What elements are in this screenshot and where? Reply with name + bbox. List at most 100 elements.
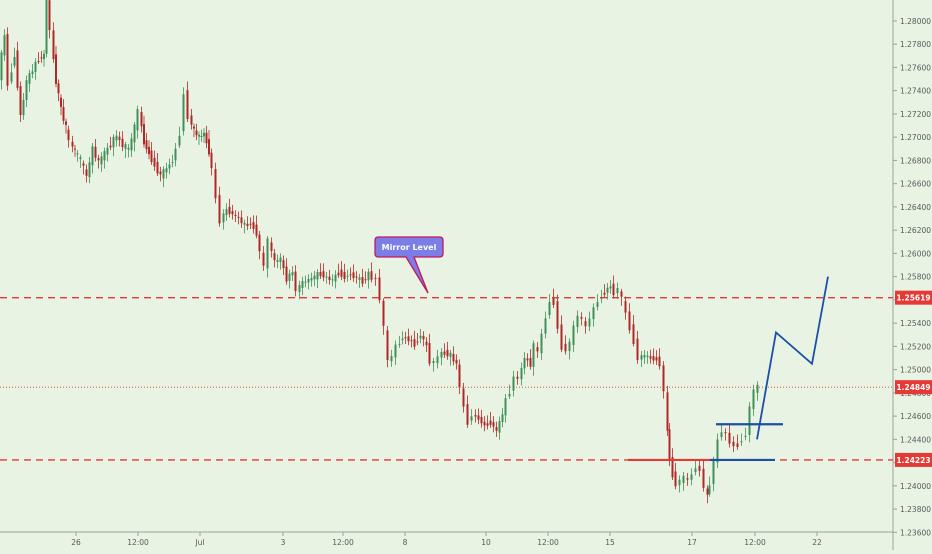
candle-body (307, 279, 310, 283)
candle-body (716, 439, 719, 463)
candle-body (195, 130, 198, 136)
price-tick-label: 1.26000 (900, 249, 931, 258)
candle-body (686, 478, 689, 480)
candle-body (225, 209, 228, 216)
candle-body (328, 276, 331, 281)
candle-body (643, 355, 646, 358)
candle-body (210, 152, 213, 169)
candle-body (162, 169, 165, 179)
candle-body (65, 121, 67, 125)
candle-body (592, 307, 595, 320)
candle-body (432, 361, 435, 364)
time-tick-label: 22 (812, 538, 822, 547)
candle-body (724, 432, 727, 434)
candle-body (76, 153, 79, 155)
price-tick-label: 1.27200 (900, 110, 931, 119)
candle-body (337, 272, 340, 276)
upper-level-tag (895, 290, 932, 305)
candle-body (486, 423, 489, 426)
candle-body (186, 90, 189, 120)
candle-body (720, 432, 723, 438)
candle-body (205, 132, 208, 144)
candle-body (246, 223, 249, 227)
candle-body (712, 461, 715, 484)
candle-body (103, 151, 106, 161)
candle-body (57, 83, 60, 94)
price-tick-label: 1.27000 (900, 133, 931, 142)
candle-body (252, 222, 255, 229)
candle-body (214, 169, 217, 199)
candle-body (708, 485, 711, 495)
price-tick-label: 1.28000 (900, 17, 931, 26)
candle-body (404, 337, 407, 339)
price-tick-label: 1.26800 (900, 156, 931, 165)
candle-body (115, 135, 118, 141)
candle-body (313, 275, 316, 280)
price-tick-label: 1.24400 (900, 435, 931, 444)
candle-body (0, 52, 3, 81)
candle-body (516, 376, 519, 379)
candle-body (609, 286, 612, 289)
candle-body (584, 321, 587, 327)
candle-body (370, 271, 373, 280)
price-tick-label: 1.24600 (900, 412, 931, 421)
candle-body (270, 242, 273, 251)
price-tick-label: 1.25800 (900, 273, 931, 282)
candle-body (255, 224, 258, 236)
candle-body (477, 415, 480, 420)
candle-body (440, 352, 443, 358)
candle-body (352, 272, 355, 279)
candle-body (127, 147, 130, 150)
candle-body (174, 148, 177, 161)
candle-body (171, 161, 174, 163)
candle-body (48, 0, 51, 31)
candle-body (756, 384, 759, 393)
candle-body (182, 94, 185, 132)
price-tick-label: 1.23800 (900, 505, 931, 514)
candle-body (79, 157, 82, 159)
candle-body (304, 281, 307, 283)
candle-body (136, 109, 139, 131)
candle-body (398, 343, 401, 345)
time-tick-label: 12:00 (744, 538, 766, 547)
candle-body (732, 441, 735, 447)
candle-body (262, 252, 265, 266)
candle-body (512, 376, 515, 391)
candle-body (145, 140, 148, 150)
candle-body (288, 273, 291, 281)
candle-body (150, 150, 153, 163)
candle-body (640, 355, 643, 360)
candle-body (85, 169, 88, 176)
mirror-level-callout-text: Mirror Level (382, 243, 437, 252)
candle-body (218, 195, 221, 224)
candle-body (112, 136, 115, 148)
candle-body (526, 358, 529, 361)
candle-body (243, 222, 246, 225)
candle-body (495, 427, 498, 431)
candle-body (646, 355, 649, 357)
candle-body (536, 347, 539, 352)
candle-body (682, 475, 685, 484)
candle-body (94, 146, 97, 158)
candle-body (156, 161, 159, 174)
candle-body (52, 30, 55, 60)
current-price-tag (895, 380, 932, 395)
candle-body (671, 457, 674, 478)
candle-body (25, 80, 28, 100)
candle-body (334, 274, 337, 282)
candle-body (560, 324, 563, 350)
candle-body (706, 488, 709, 495)
candle-body (40, 57, 43, 59)
candle-body (133, 124, 136, 143)
time-tick-label: 12:00 (127, 538, 149, 547)
candle-body (55, 54, 57, 84)
candle-body (249, 223, 252, 225)
candle-body (390, 355, 393, 362)
candle-body (407, 336, 410, 342)
candle-body (222, 213, 225, 223)
candle-body (458, 364, 461, 388)
candle-body (480, 417, 483, 424)
candle-body (413, 339, 416, 347)
candle-body (736, 443, 739, 447)
candle-body (364, 279, 367, 281)
